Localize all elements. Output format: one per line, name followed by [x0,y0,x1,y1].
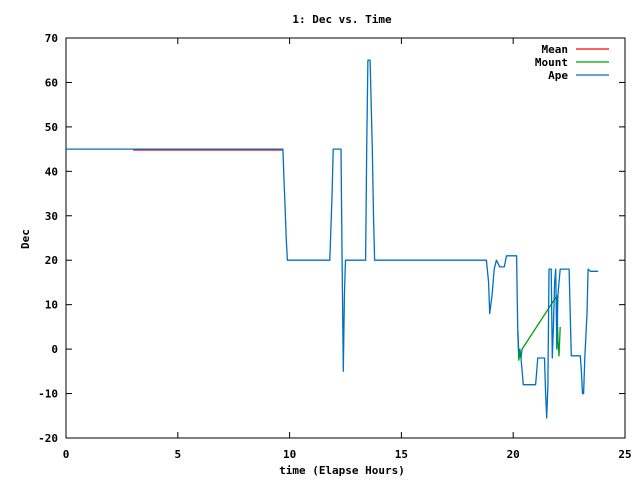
legend-label-mean: Mean [542,43,569,56]
x-tick-label: 15 [395,448,408,461]
x-axis-label: time (Elapse Hours) [279,464,405,477]
series-line-ape [66,59,599,419]
plot-frame [65,37,626,439]
y-tick-label: 10 [45,299,58,312]
y-tick-label: 20 [45,254,58,267]
y-tick-label: 30 [45,210,58,223]
chart-title: 1: Dec vs. Time [292,13,392,26]
legend-label-ape: Ape [548,69,568,82]
y-tick-label: 0 [51,343,58,356]
y-tick-label: 40 [45,165,58,178]
x-tick-label: 5 [174,448,181,461]
x-tick-label: 25 [618,448,631,461]
y-axis-label: Dec [19,229,32,249]
y-tick-label: 60 [45,76,58,89]
x-tick-label: 0 [63,448,70,461]
y-ticks: -20 -10 0 10 20 30 40 50 60 70 [38,32,625,445]
x-tick-label: 10 [283,448,296,461]
y-tick-label: 70 [45,32,58,45]
y-tick-label: -20 [38,432,58,445]
x-ticks: 0 5 10 15 20 25 [63,38,632,461]
series-line-mount [517,295,561,361]
y-tick-label: 50 [45,121,58,134]
x-tick-label: 20 [507,448,520,461]
series-lines [66,59,599,419]
legend-label-mount: Mount [535,56,568,69]
y-tick-label: -10 [38,388,58,401]
